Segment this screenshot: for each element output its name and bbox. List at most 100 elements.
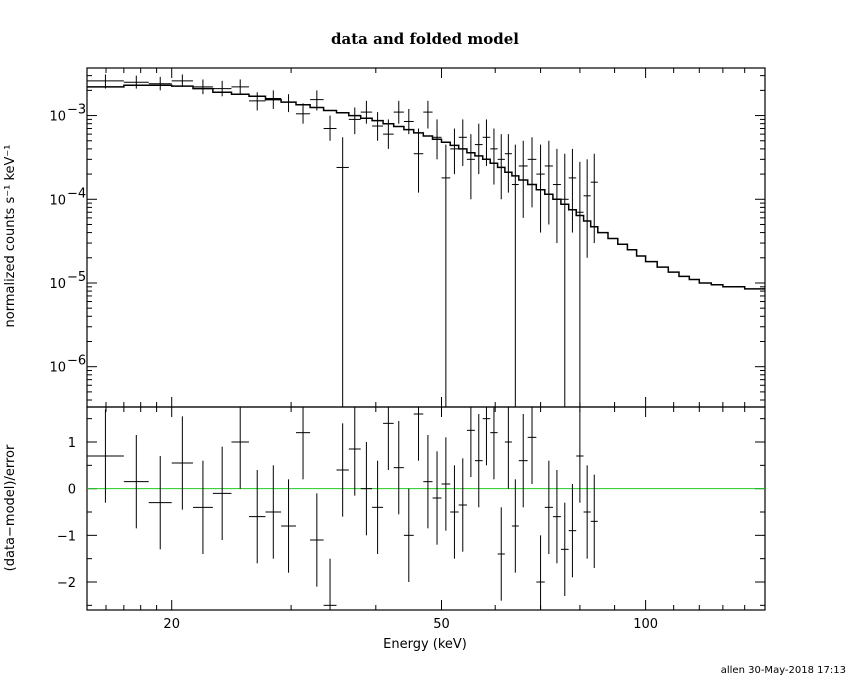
data-point	[193, 79, 213, 95]
residual-point	[527, 407, 537, 484]
residual-point	[560, 502, 569, 596]
x-tick-label-50: 50	[433, 617, 450, 632]
footer-stamp: allen 30-May-2018 17:13	[721, 665, 846, 676]
data-point	[552, 148, 561, 244]
top-panel: 10−610−510−410−3 normalized counts s⁻¹ k…	[3, 67, 766, 408]
residual-point	[552, 470, 561, 564]
residual-point	[482, 407, 491, 466]
data-point	[474, 123, 483, 175]
data-point	[171, 74, 194, 87]
data-point	[560, 153, 569, 407]
top-axis-ticks	[86, 68, 766, 407]
residual-point	[383, 407, 394, 470]
residual-point	[87, 409, 124, 503]
data-point	[432, 119, 442, 160]
residual-point	[393, 421, 404, 515]
data-point	[231, 79, 249, 95]
data-point	[544, 140, 553, 225]
residual-point	[450, 465, 459, 559]
data-point	[295, 103, 311, 124]
data-point	[518, 140, 528, 218]
residual-point	[474, 414, 483, 508]
residual-point	[518, 414, 528, 508]
data-point	[310, 90, 324, 111]
residual-point	[466, 407, 475, 477]
residual-point	[490, 407, 498, 480]
residual-point	[248, 470, 266, 564]
chart-title: data and folded model	[331, 30, 519, 48]
data-point	[423, 100, 433, 129]
data-point	[527, 137, 537, 208]
residual-point	[360, 442, 373, 536]
y-tick-label-1: 1	[68, 436, 76, 451]
residual-point	[536, 535, 545, 610]
residual-point	[295, 407, 311, 480]
residual-point	[348, 407, 361, 496]
data-point	[536, 144, 545, 233]
y-tick-label: 10	[49, 277, 66, 292]
y-tick-label: 10	[49, 110, 66, 125]
y-tick-label: 10	[49, 361, 66, 376]
y-tick-label-neg2: −2	[57, 576, 76, 591]
y-tick-label-0: 0	[68, 483, 76, 498]
data-point	[511, 144, 519, 407]
data-point	[383, 119, 394, 149]
x-tick-label-100: 100	[633, 617, 658, 632]
residual-point	[590, 474, 598, 568]
bottom-axis-ticks	[86, 407, 766, 610]
y-tick-label-neg1: −1	[57, 529, 76, 544]
data-point	[248, 92, 266, 111]
data-point	[504, 134, 512, 193]
top-panel-frame	[86, 67, 766, 408]
data-point	[490, 128, 498, 185]
data-point	[393, 100, 404, 124]
residual-point	[403, 488, 414, 582]
residual-point	[576, 409, 584, 503]
y-tick-exponent: −3	[67, 103, 86, 118]
data-point	[87, 74, 124, 89]
residual-point	[323, 558, 337, 610]
data-point	[360, 100, 373, 124]
residual-point	[511, 479, 519, 573]
x-axis-label: Energy (keV)	[383, 637, 467, 652]
data-point	[441, 144, 451, 407]
data-point	[265, 90, 282, 109]
data-point	[466, 134, 475, 200]
data-point	[336, 137, 349, 407]
bottom-y-axis-label: (data−model)/error	[3, 444, 18, 571]
bottom-y-tick-labels: −2 −1 0 1	[57, 436, 76, 591]
data-point	[348, 107, 361, 135]
residual-point	[504, 407, 512, 489]
top-y-axis-label: normalized counts s⁻¹ keV⁻¹	[3, 145, 18, 328]
residual-point	[441, 437, 451, 531]
model-step-line	[87, 84, 765, 290]
y-tick-exponent: −6	[67, 354, 86, 369]
data-point	[413, 128, 424, 193]
residual-point	[148, 456, 172, 550]
data-point	[497, 134, 505, 200]
residual-point	[432, 451, 442, 545]
data-point	[148, 76, 172, 91]
residual-point	[372, 460, 384, 554]
residual-point	[212, 446, 232, 540]
residual-point	[583, 465, 591, 559]
residual-point	[265, 465, 282, 559]
x-tick-label-20: 20	[163, 617, 180, 632]
data-point	[372, 112, 384, 141]
data-point	[323, 115, 337, 141]
data-point	[450, 128, 459, 175]
data-point	[212, 80, 232, 97]
data-point	[576, 161, 584, 407]
bottom-panel: −2 −1 0 1 20 50 100 (data−model)/error E…	[3, 406, 766, 652]
y-tick-exponent: −5	[67, 270, 86, 285]
residual-point	[497, 507, 505, 601]
residual-point	[123, 435, 149, 529]
data-point	[590, 153, 598, 244]
bottom-panel-frame	[86, 406, 766, 611]
data-point	[123, 75, 149, 89]
residual-point	[423, 435, 433, 529]
residual-points	[87, 407, 598, 610]
data-point	[482, 119, 491, 166]
residual-point	[193, 460, 213, 554]
